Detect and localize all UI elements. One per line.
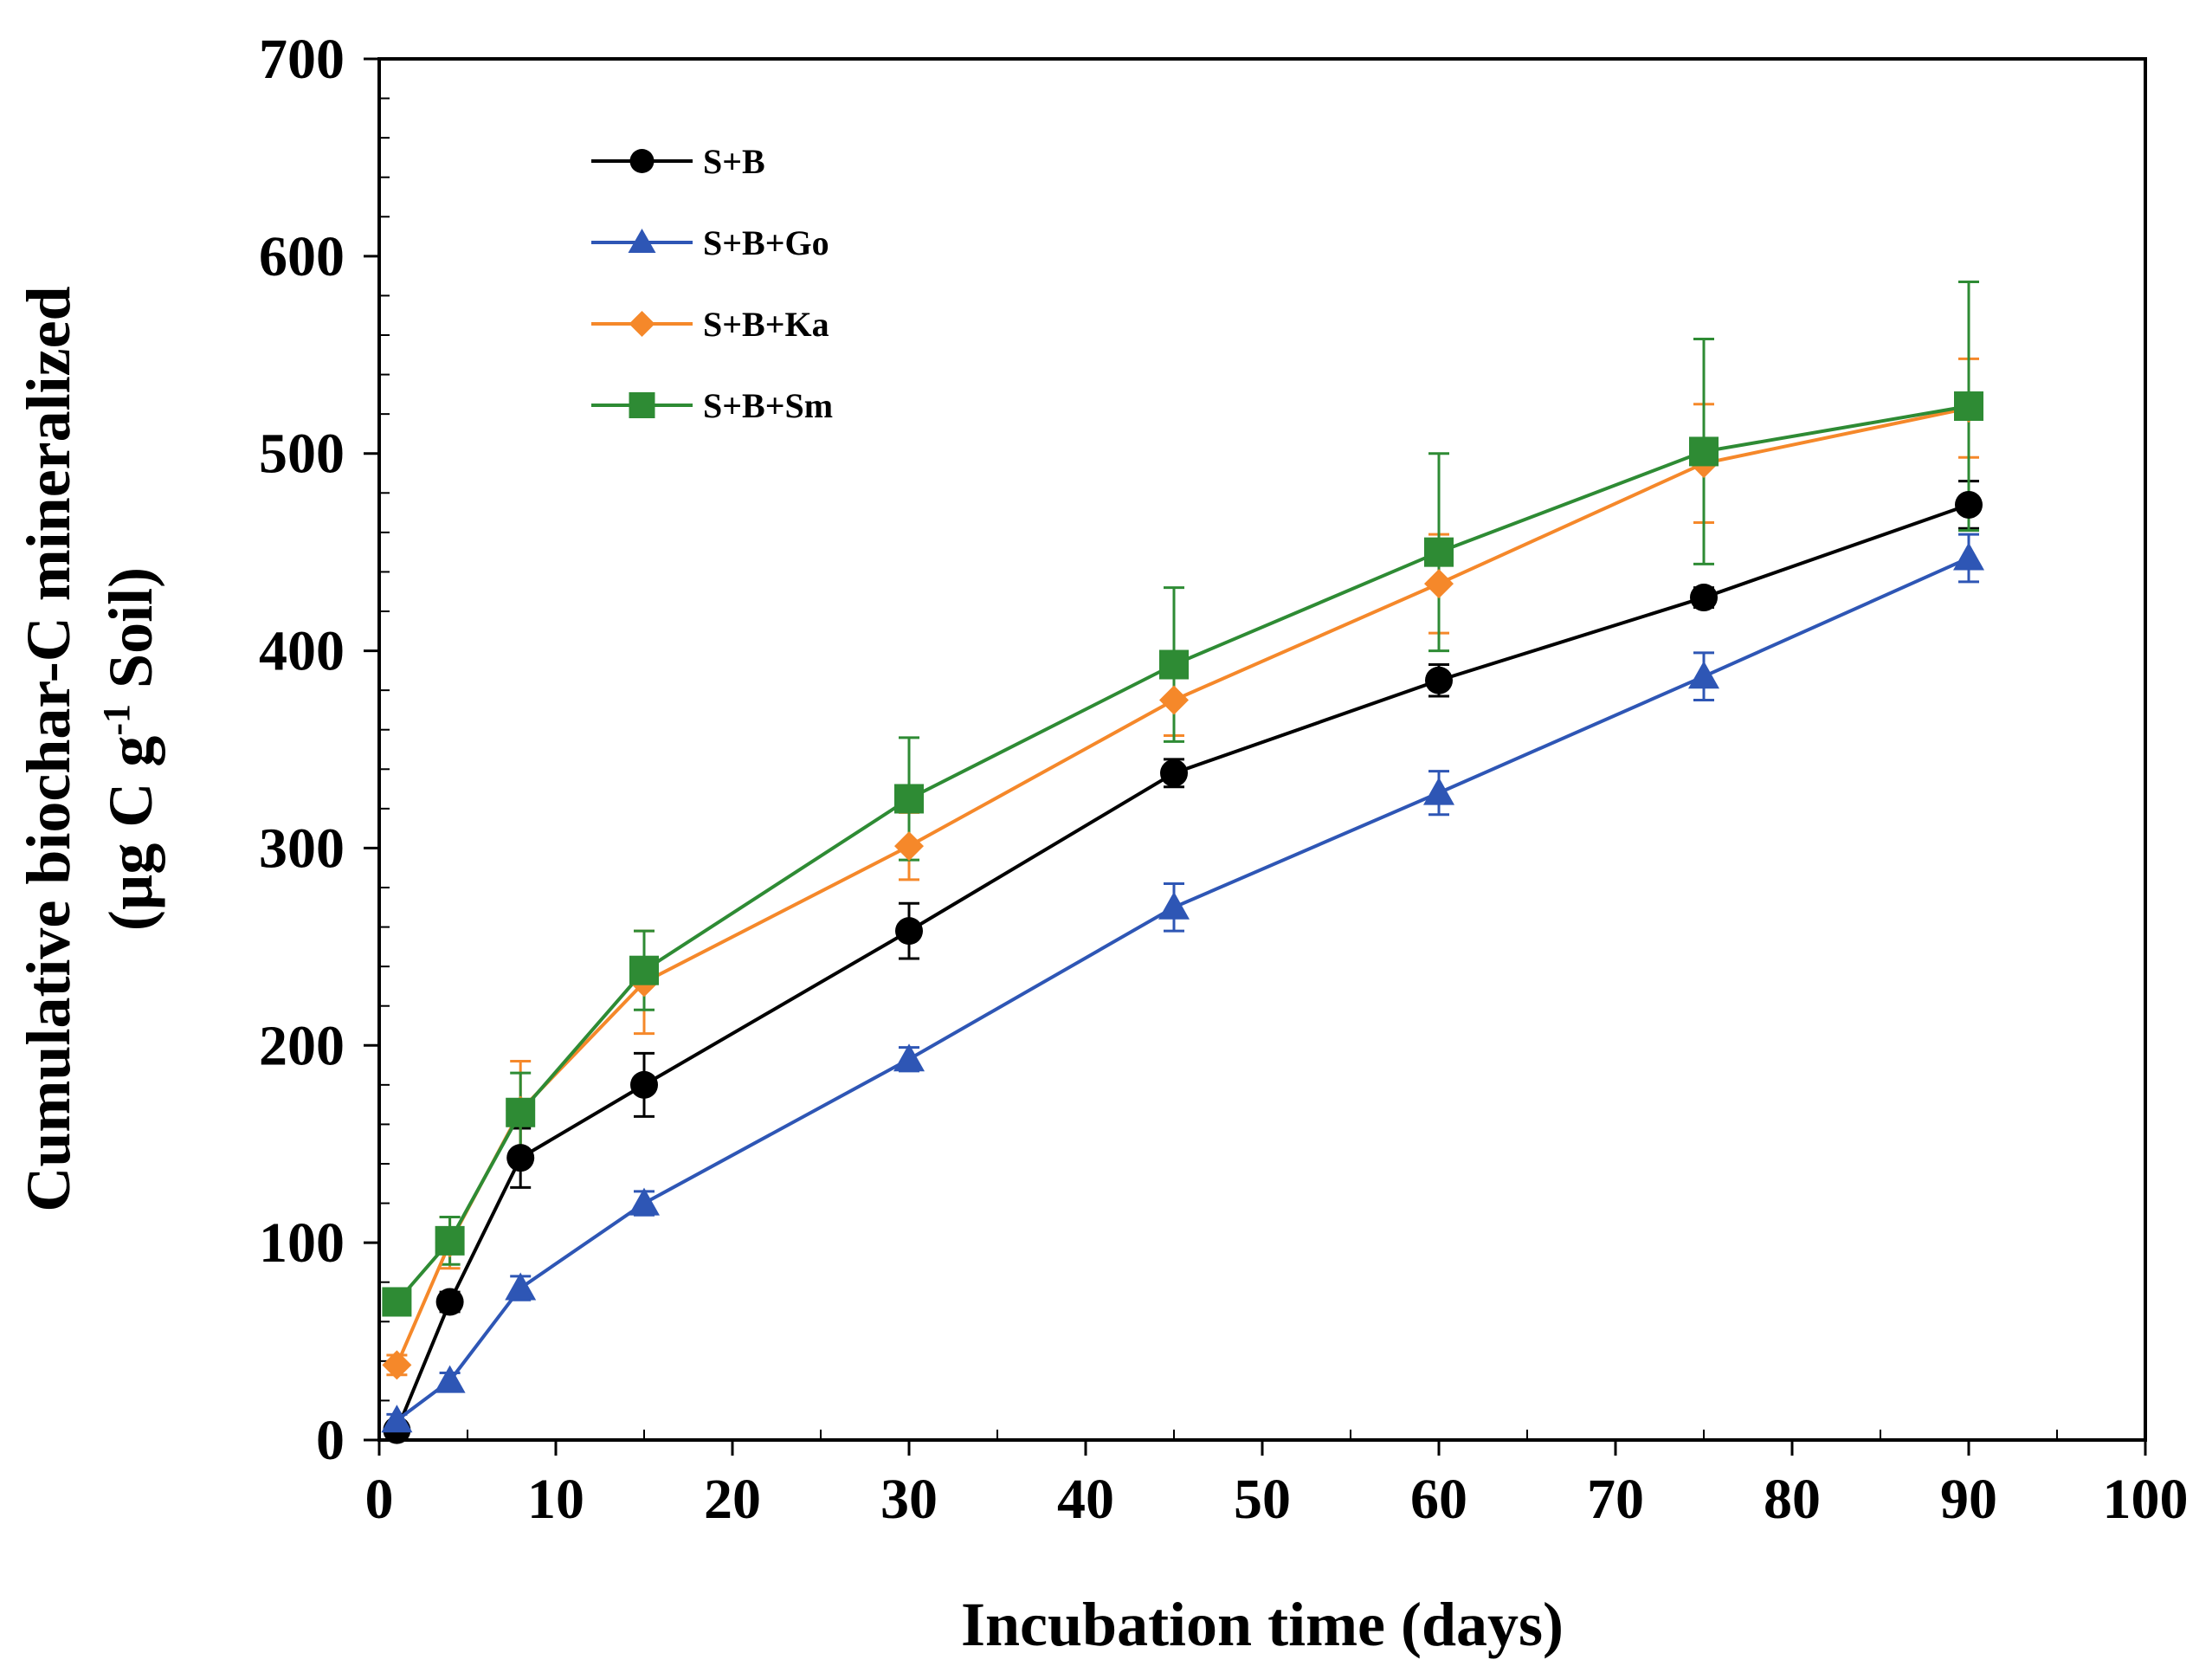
point-s-b-ka-60 [1424,569,1454,599]
point-s-b-sm-45 [1159,649,1189,680]
point-s-b-75 [1690,584,1718,612]
y-tick-label-100: 100 [259,1211,345,1275]
point-s-b-sm-75 [1689,436,1719,467]
y-tick-label-600: 600 [259,225,345,288]
point-s-b-go-45 [1158,891,1190,920]
point-s-b-go-90 [1953,542,1984,571]
y-axis-title-soil: Soil) [96,567,165,704]
point-s-b-30 [895,917,923,946]
y-tick-label-400: 400 [259,620,345,683]
point-s-b-15 [630,1070,658,1099]
point-s-b-sm-1 [382,1287,412,1317]
x-tick-label-80: 80 [1764,1468,1821,1531]
legend-marker-s-b-ka [629,311,655,337]
point-s-b-sm-8 [506,1097,536,1127]
point-s-b-go-8 [505,1272,537,1301]
point-s-b-sm-30 [894,784,924,814]
x-tick-label-0: 0 [365,1468,394,1531]
series-markers [381,391,1984,1444]
x-axis-title: Incubation time (days) [961,1590,1564,1659]
point-s-b-sm-15 [629,955,659,985]
legend-marker-s-b [629,149,655,173]
y-axis-title-unit: (µg C g [96,736,165,931]
point-s-b-go-30 [893,1043,925,1072]
point-s-b-ka-1 [382,1350,412,1380]
y-axis: 0 100 200 300 400 500 600 700 [259,28,390,1472]
x-tick-label-100: 100 [2103,1468,2189,1531]
point-s-b-45 [1160,759,1188,787]
y-axis-title-superscript: -1 [95,704,138,736]
legend-marker-s-b-sm [629,392,655,418]
point-s-b-90 [1955,490,1983,519]
point-s-b-go-75 [1688,661,1719,689]
y-tick-label-500: 500 [259,423,345,486]
point-s-b-8 [506,1144,535,1172]
x-tick-label-10: 10 [527,1468,584,1531]
x-tick-label-50: 50 [1234,1468,1291,1531]
x-tick-label-70: 70 [1587,1468,1644,1531]
y-axis-title: Cumulative biochar-C mineralized (µg C g… [14,286,165,1211]
y-tick-label-700: 700 [259,28,345,91]
plot-area [377,57,2147,1442]
legend-label-s-b: S+B [703,142,765,181]
y-axis-title-line1: Cumulative biochar-C mineralized [14,286,83,1211]
point-s-b-ka-30 [894,831,924,862]
y-tick-label-0: 0 [316,1409,345,1472]
point-s-b-sm-60 [1424,537,1454,567]
y-tick-label-200: 200 [259,1014,345,1077]
legend: S+B S+B+Go S+B+Ka S+B+Sm [591,142,833,425]
point-s-b-4 [435,1288,464,1316]
x-tick-label-30: 30 [880,1468,938,1531]
x-tick-label-40: 40 [1057,1468,1114,1531]
legend-label-s-b-ka: S+B+Ka [703,305,829,344]
point-s-b-sm-90 [1954,391,1983,422]
x-axis: 0 10 20 30 40 50 60 70 80 90 100 [365,1430,2189,1531]
legend-label-s-b-go: S+B+Go [703,223,829,262]
legend-marker-s-b-go [628,229,656,253]
point-s-b-go-4 [434,1365,466,1393]
point-s-b-go-15 [629,1187,660,1216]
y-axis-title-line2: (µg C g-1 Soil) [95,567,165,931]
point-s-b-60 [1425,666,1453,694]
y-tick-label-300: 300 [259,817,345,880]
point-s-b-go-1 [381,1405,413,1433]
point-s-b-go-60 [1423,777,1454,805]
plot-border [377,57,2147,1442]
x-tick-label-90: 90 [1940,1468,1997,1531]
x-tick-label-20: 20 [704,1468,761,1531]
x-tick-label-60: 60 [1410,1468,1467,1531]
legend-label-s-b-sm: S+B+Sm [703,386,833,425]
point-s-b-sm-4 [435,1225,465,1256]
point-s-b-ka-45 [1159,685,1189,715]
